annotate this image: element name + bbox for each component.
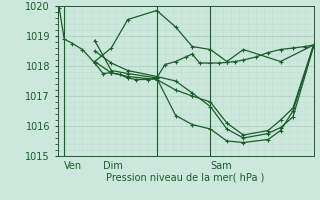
X-axis label: Pression niveau de la mer( hPa ): Pression niveau de la mer( hPa ) xyxy=(107,173,265,183)
Text: Ven: Ven xyxy=(64,161,82,171)
Text: Sam: Sam xyxy=(210,161,232,171)
Text: Dim: Dim xyxy=(103,161,123,171)
